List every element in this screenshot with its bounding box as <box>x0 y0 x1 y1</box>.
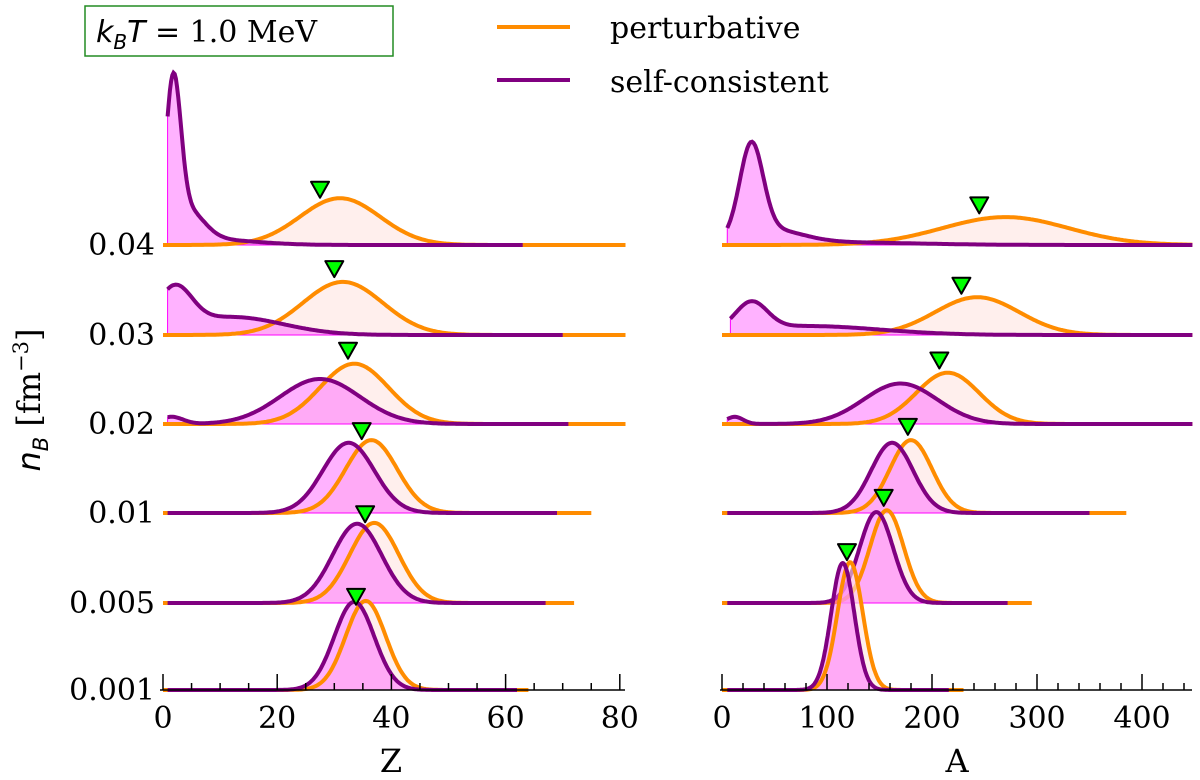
ridge-label: 0.001 <box>69 673 155 708</box>
perturbative-fill <box>722 440 1127 513</box>
self-consistent-line <box>167 440 557 515</box>
x-axis-Z: 0 20 40 60 80 <box>153 674 639 736</box>
axes: 0 20 40 60 80 0 100 200 300 400 <box>153 674 1192 736</box>
legend: perturbative self-consistent <box>497 11 829 100</box>
mean-marker-icon <box>951 276 972 295</box>
mean-marker-icon <box>969 196 990 215</box>
ridge-0.005: 0.005 <box>69 488 1032 621</box>
mean-marker-icon <box>345 587 366 606</box>
x-axis-label-a: A <box>944 742 969 780</box>
self-consistent-line <box>725 139 1193 247</box>
ridge-0.01: 0.01 <box>88 417 1127 531</box>
tick-label: 0 <box>712 701 731 736</box>
annotation-text: kBT = 1.0 MeV <box>96 15 318 54</box>
perturbative-fill <box>163 198 626 245</box>
ridge-0.04: 0.04 <box>88 69 1193 263</box>
ridge-label: 0.005 <box>69 586 155 621</box>
temperature-annotation: kBT = 1.0 MeV <box>84 5 394 57</box>
perturbative-fill <box>722 372 1193 424</box>
tick-label: 20 <box>258 701 296 736</box>
mean-marker-icon <box>929 351 950 370</box>
mean-marker-icon <box>897 417 918 436</box>
ridge-0.03: 0.03 <box>88 260 1193 353</box>
perturbative-fill <box>722 297 1193 335</box>
tick-label: 80 <box>601 701 639 736</box>
tick-label: 200 <box>903 701 960 736</box>
x-axis-A: 0 100 200 300 400 <box>712 674 1192 736</box>
legend-perturbative-label: perturbative <box>610 11 800 46</box>
ridge-0.02: 0.02 <box>88 341 1193 442</box>
perturbative-line <box>163 196 626 247</box>
ridge-label: 0.04 <box>88 228 155 263</box>
ridge-label: 0.03 <box>88 318 155 353</box>
ridge-0.001: 0.001 <box>69 543 964 708</box>
ridges: 0.04 0.03 0.02 0.01 0.005 0.001 <box>69 69 1193 708</box>
self-consistent-line <box>728 299 1193 337</box>
tick-label: 40 <box>372 701 410 736</box>
self-consistent-line <box>727 510 1008 605</box>
self-consistent-line <box>167 377 569 426</box>
legend-self-consistent-label: self-consistent <box>610 65 829 100</box>
perturbative-fill <box>722 217 1193 245</box>
mean-marker-icon <box>351 422 372 441</box>
perturbative-line <box>722 215 1193 247</box>
mean-marker-icon <box>310 180 331 199</box>
annotation-box <box>84 5 394 57</box>
self-consistent-line <box>165 69 523 247</box>
mean-marker-icon <box>836 543 857 562</box>
tick-label: 60 <box>487 701 525 736</box>
ridge-label: 0.01 <box>88 496 155 531</box>
self-consistent-line <box>167 521 546 605</box>
self-consistent-line <box>166 282 563 337</box>
mean-marker-icon <box>338 341 359 360</box>
tick-label: 100 <box>798 701 855 736</box>
mean-marker-icon <box>355 505 376 524</box>
x-axis-label-z: Z <box>380 742 402 780</box>
mean-marker-icon <box>873 488 894 507</box>
self-consistent-line <box>727 440 1090 515</box>
tick-label: 400 <box>1113 701 1170 736</box>
tick-label: 0 <box>153 701 172 736</box>
mean-marker-icon <box>324 260 345 279</box>
y-axis-label: nB [fm−3] <box>9 329 53 472</box>
ridge-label: 0.02 <box>88 407 155 442</box>
tick-label: 300 <box>1008 701 1065 736</box>
self-consistent-line <box>726 381 1193 426</box>
